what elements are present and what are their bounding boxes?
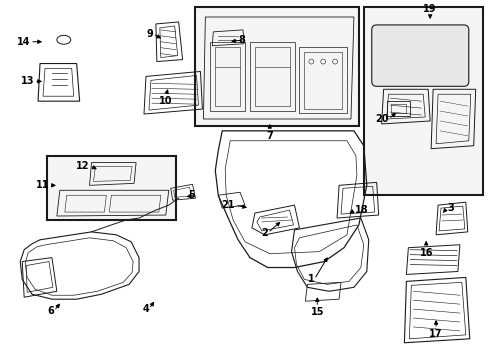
- Text: 11: 11: [37, 180, 50, 190]
- Text: 12: 12: [76, 161, 89, 171]
- Text: 8: 8: [238, 35, 244, 45]
- Text: 6: 6: [47, 306, 54, 316]
- Text: 1: 1: [307, 274, 314, 284]
- Text: 16: 16: [419, 248, 432, 258]
- Bar: [363, 7, 482, 195]
- Text: 9: 9: [146, 29, 153, 39]
- Bar: [47, 156, 175, 220]
- Text: 21: 21: [221, 200, 235, 210]
- Text: 14: 14: [17, 37, 30, 47]
- Text: 2: 2: [261, 228, 267, 238]
- Text: 15: 15: [310, 307, 324, 317]
- Bar: [195, 7, 358, 126]
- Text: 7: 7: [266, 131, 273, 141]
- Text: 18: 18: [354, 205, 368, 215]
- FancyBboxPatch shape: [371, 25, 468, 86]
- Text: 10: 10: [159, 96, 172, 106]
- Text: 5: 5: [188, 190, 195, 200]
- Text: 19: 19: [423, 4, 436, 14]
- Text: 3: 3: [446, 203, 453, 213]
- Text: 20: 20: [374, 114, 388, 124]
- Text: 4: 4: [142, 304, 149, 314]
- Text: 17: 17: [428, 329, 442, 339]
- Text: 13: 13: [20, 76, 34, 86]
